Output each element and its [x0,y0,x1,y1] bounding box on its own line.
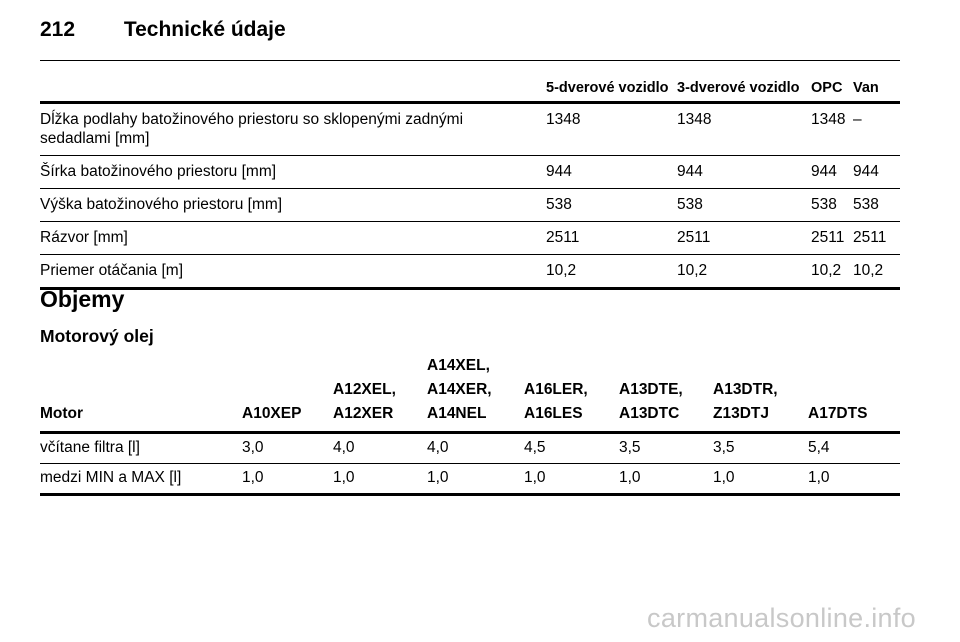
table-cell: 4,0 [427,432,524,464]
table-cell: 1,0 [808,463,900,496]
dimensions-table: 5-dverové vozidlo 3-dverové vozidlo OPC … [40,80,900,290]
column-header: A16LER, A16LES [524,354,619,434]
page-header: 212 Technické údaje [40,18,286,42]
column-header-line: A17DTS [808,405,868,422]
column-header-line: A16LER, [524,381,588,398]
column-header: A13DTR, Z13DTJ [713,354,808,434]
column-header: A10XEP [242,354,333,434]
row-label: Výška batožinového priestoru [mm] [40,188,546,222]
table-cell: 944 [811,155,853,189]
column-header: 5-dverové vozidlo [546,80,677,104]
column-header: Motor [40,354,242,434]
table-cell: 1,0 [427,463,524,496]
column-header-line: Motor [40,405,84,422]
table-cell: 538 [546,188,677,222]
column-header-line: A14XEL, [427,357,490,374]
table-cell: 1,0 [524,463,619,496]
table-cell: 1,0 [242,463,333,496]
table-row: Rázvor [mm] 2511 2511 2511 2511 [40,221,900,255]
column-header: OPC [811,80,853,104]
watermark: carmanualsonline.info [647,603,916,633]
table-cell: 1348 [546,102,677,156]
column-header-line: A13DTC [619,405,680,422]
column-header-line: A12XER [333,405,394,422]
column-header: Van [853,80,900,104]
table-row: Výška batožinového priestoru [mm] 538 53… [40,188,900,222]
column-header: A14XEL, A14XER, A14NEL [427,354,524,434]
column-header-line: A14NEL [427,405,487,422]
table-cell: 5,4 [808,432,900,464]
table-cell: 538 [677,188,811,222]
table-cell: 3,5 [713,432,808,464]
table-row: Priemer otáčania [m] 10,2 10,2 10,2 10,2 [40,254,900,290]
column-header-line: A10XEP [242,405,302,422]
table-cell: 944 [677,155,811,189]
table-cell: 538 [853,188,900,222]
table-cell: 10,2 [811,254,853,290]
table-cell: 2511 [677,221,811,255]
header-divider [40,60,900,61]
subsection-title: Motorový olej [40,326,154,346]
table-cell: 3,0 [242,432,333,464]
column-header-line: Z13DTJ [713,405,769,422]
column-header-line: A13DTR, [713,381,778,398]
table-cell: 10,2 [546,254,677,290]
table-header-row: Motor A10XEP A12XEL, A12XER A14XEL, A14XER… [40,354,900,434]
table-cell: 1,0 [333,463,427,496]
table-header-row: 5-dverové vozidlo 3-dverové vozidlo OPC … [40,80,900,104]
row-label: Priemer otáčania [m] [40,254,546,290]
row-label: Šírka batožinového priestoru [mm] [40,155,546,189]
table-cell: 538 [811,188,853,222]
table-row: Dĺžka podlahy batožinového priestoru so … [40,102,900,156]
column-header: A17DTS [808,354,900,434]
row-label: Rázvor [mm] [40,221,546,255]
table-cell: 1348 [677,102,811,156]
row-label: včítane filtra [l] [40,432,242,464]
row-label: Dĺžka podlahy batožinového priestoru so … [40,102,546,156]
row-label: medzi MIN a MAX [l] [40,463,242,496]
table-cell: 3,5 [619,432,713,464]
oil-capacity-table: Motor A10XEP A12XEL, A12XER A14XEL, A14XER… [40,354,900,496]
page-number: 212 [40,18,76,41]
column-header: A12XEL, A12XER [333,354,427,434]
table-cell: 10,2 [677,254,811,290]
column-header: 3-dverové vozidlo [677,80,811,104]
column-header-line: A12XEL, [333,381,396,398]
table-cell: 1,0 [713,463,808,496]
table-cell: 2511 [811,221,853,255]
table-cell: – [853,102,900,156]
table-row: Šírka batožinového priestoru [mm] 944 94… [40,155,900,189]
table-cell: 2511 [546,221,677,255]
column-header-line: A14XER, [427,381,492,398]
table-cell: 10,2 [853,254,900,290]
table-cell: 1348 [811,102,853,156]
table-cell: 4,5 [524,432,619,464]
section-title: Objemy [40,286,125,312]
table-cell: 944 [853,155,900,189]
column-header-line: A13DTE, [619,381,683,398]
column-header [40,80,546,104]
table-cell: 944 [546,155,677,189]
table-row: včítane filtra [l] 3,0 4,0 4,0 4,5 3,5 3… [40,432,900,464]
table-cell: 2511 [853,221,900,255]
table-row: medzi MIN a MAX [l] 1,0 1,0 1,0 1,0 1,0 … [40,463,900,496]
column-header-line: A16LES [524,405,583,422]
table-cell: 4,0 [333,432,427,464]
table-cell: 1,0 [619,463,713,496]
column-header: A13DTE, A13DTC [619,354,713,434]
page-title: Technické údaje [123,18,286,41]
